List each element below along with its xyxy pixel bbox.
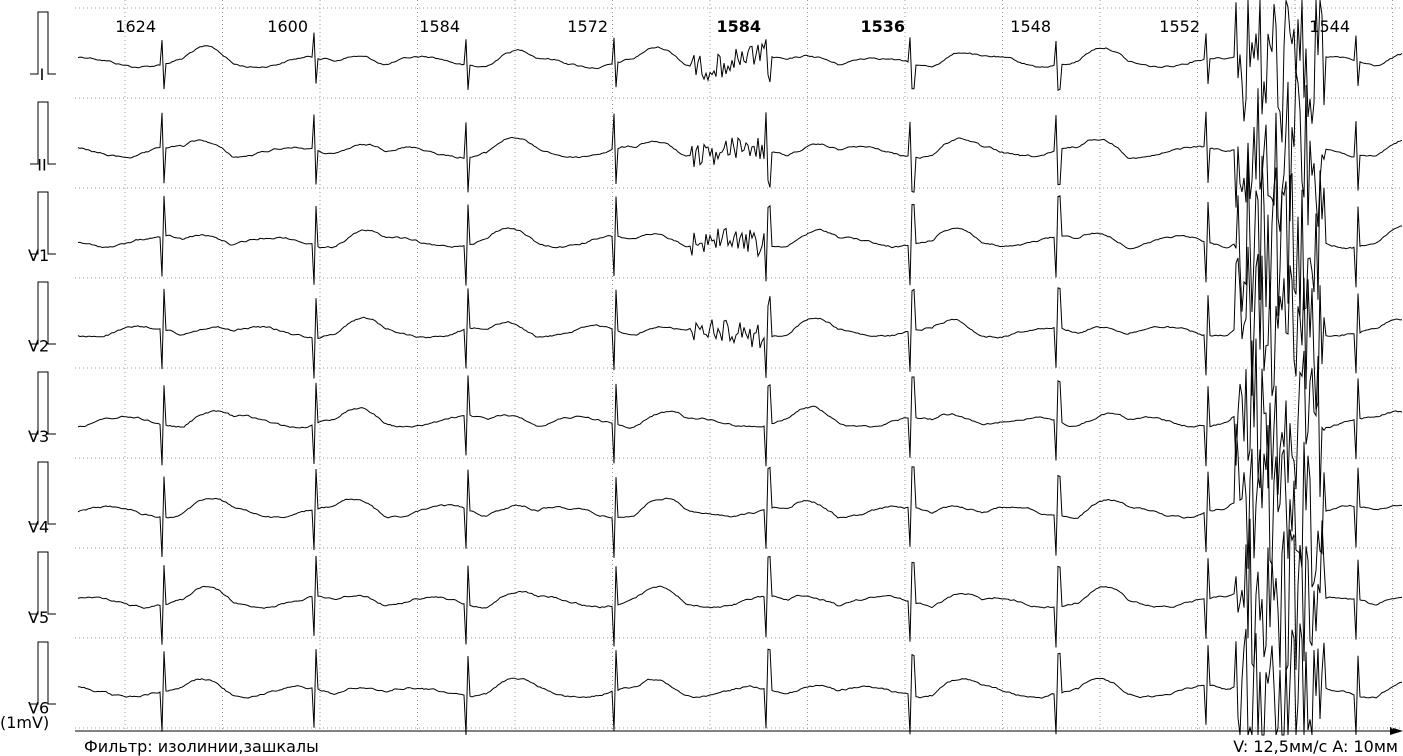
ecg-trace (77, 338, 1403, 497)
rr-interval: 1584 (419, 17, 460, 36)
axis-arrow (1390, 727, 1403, 735)
filter-label: Фильтр: изолинии,зашкалы (84, 737, 319, 756)
lead-label: V5 (28, 608, 49, 627)
lead-label: V2 (28, 337, 49, 356)
lead-label: V3 (28, 427, 49, 446)
lead-label: II (37, 156, 46, 175)
ecg-trace (77, 423, 1403, 588)
rr-interval: 1536 (860, 17, 905, 36)
lead-label: V4 (28, 518, 49, 537)
lead-label: V1 (28, 246, 49, 265)
calibration-pulse (30, 191, 56, 255)
rr-interval: 1584 (716, 17, 761, 36)
rr-interval: 1552 (1159, 17, 1200, 36)
calibration-pulse (30, 281, 56, 345)
lead-label: I (40, 65, 45, 84)
calibration-label: (1mV) (0, 713, 49, 732)
ecg-trace (77, 246, 1403, 410)
calibration-pulse (30, 371, 56, 435)
ecg-trace (77, 71, 1403, 232)
ecg-trace (77, 155, 1403, 318)
ecg-trace (77, 623, 1403, 736)
calibration-pulse (30, 461, 56, 525)
rr-interval: 1600 (267, 17, 308, 36)
calibration-pulse (30, 101, 56, 165)
calibration-pulse (30, 11, 56, 75)
scale-label: V: 12,5мм/с A: 10мм (1233, 737, 1398, 756)
calibration-pulse (30, 551, 56, 615)
rr-interval: 1572 (567, 17, 608, 36)
calibration-pulse (30, 641, 56, 705)
rr-interval: 1548 (1010, 17, 1051, 36)
ecg-trace (77, 518, 1403, 671)
rr-interval: 1624 (115, 17, 156, 36)
lead-label: V6 (28, 699, 49, 718)
ecg-trace (77, 0, 1403, 143)
